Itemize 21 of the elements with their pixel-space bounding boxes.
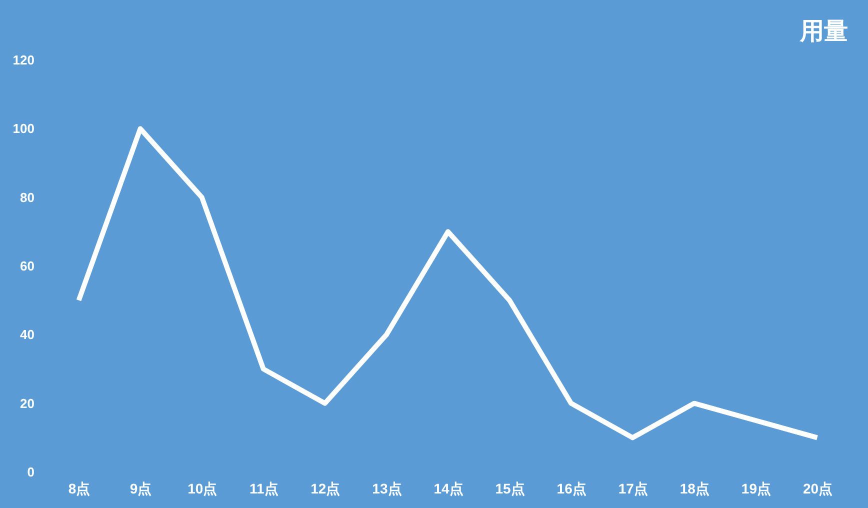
- y-tick-label: 40: [20, 327, 34, 342]
- chart-title: 用量: [799, 18, 848, 45]
- x-tick-label: 12点: [310, 480, 340, 496]
- x-tick-label: 9点: [130, 480, 152, 496]
- x-tick-label: 8点: [68, 480, 90, 496]
- x-tick-label: 15点: [495, 480, 525, 496]
- y-tick-label: 0: [27, 464, 34, 480]
- x-tick-label: 19点: [741, 480, 771, 496]
- x-tick-label: 10点: [188, 480, 218, 496]
- x-tick-label: 18点: [680, 480, 710, 496]
- x-tick-label: 16点: [556, 480, 586, 496]
- x-tick-label: 11点: [249, 480, 278, 496]
- y-tick-label: 80: [20, 190, 34, 205]
- x-tick-label: 13点: [372, 480, 402, 496]
- x-tick-label: 17点: [618, 480, 648, 496]
- y-tick-label: 60: [20, 258, 34, 274]
- x-tick-label: 20点: [802, 480, 833, 496]
- y-tick-label: 100: [12, 121, 34, 136]
- y-tick-label: 20: [20, 396, 34, 411]
- y-tick-label: 120: [12, 52, 34, 68]
- x-tick-label: 14点: [434, 480, 464, 496]
